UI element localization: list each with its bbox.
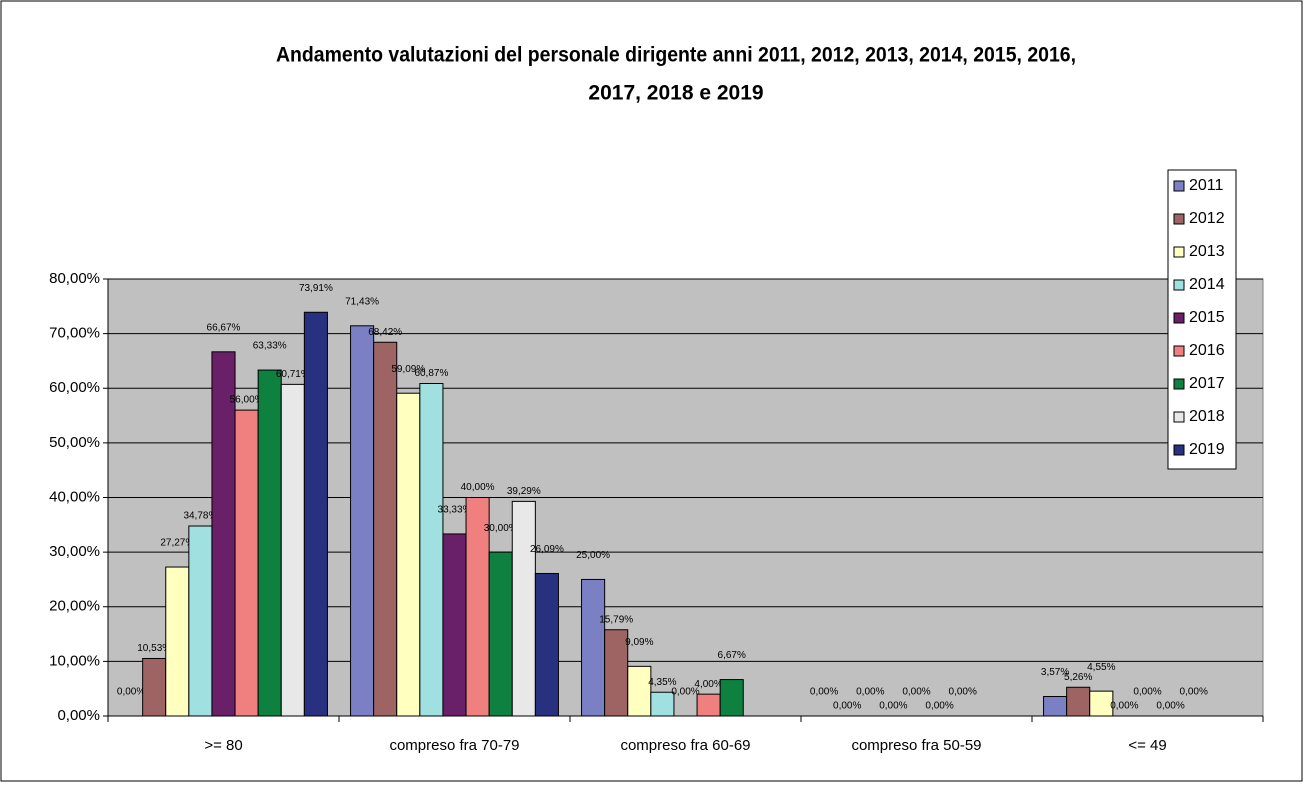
x-tick-label: >= 80	[204, 737, 242, 754]
y-tick-label: 20,00%	[49, 598, 100, 615]
bar	[442, 533, 467, 717]
data-label: 0,00%	[1156, 701, 1184, 712]
bar	[350, 325, 375, 717]
data-label: 0,00%	[1110, 701, 1138, 712]
chart-title: Andamento valutazioni del personale diri…	[276, 44, 1076, 67]
legend-label: 2017	[1189, 375, 1225, 392]
bar	[373, 341, 398, 717]
legend-label: 2018	[1189, 408, 1225, 425]
data-label: 33,33%	[438, 505, 472, 516]
bar	[1066, 686, 1091, 717]
y-tick-label: 70,00%	[49, 325, 100, 342]
data-label: 0,00%	[1180, 687, 1208, 698]
data-label: 73,91%	[299, 283, 333, 294]
bar	[234, 409, 259, 717]
chart-title: 2017, 2018 e 2019	[588, 82, 763, 105]
legend-label: 2012	[1189, 210, 1225, 227]
data-label: 56,00%	[230, 395, 264, 406]
data-label: 0,00%	[671, 687, 699, 698]
data-label: 26,09%	[530, 544, 564, 555]
data-label: 10,53%	[137, 643, 171, 654]
bar	[534, 572, 559, 717]
x-tick-label: <= 49	[1128, 737, 1166, 754]
data-label: 4,55%	[1087, 662, 1115, 673]
legend-label: 2015	[1189, 309, 1225, 326]
legend-swatch	[1173, 378, 1185, 390]
data-label: 9,09%	[625, 637, 653, 648]
x-tick-label: compreso fra 60-69	[620, 737, 750, 754]
bar	[165, 566, 190, 717]
legend-label: 2014	[1189, 276, 1225, 293]
bar	[719, 679, 744, 717]
legend-label: 2011	[1189, 177, 1224, 194]
y-tick-label: 80,00%	[49, 270, 100, 287]
data-label: 39,29%	[507, 486, 541, 497]
data-label: 63,33%	[253, 341, 287, 352]
y-tick-label: 50,00%	[49, 434, 100, 451]
bar	[419, 382, 444, 717]
data-label: 5,26%	[1064, 672, 1092, 683]
data-label: 0,00%	[879, 701, 907, 712]
legend-swatch	[1173, 312, 1185, 324]
legend-label: 2016	[1189, 342, 1225, 359]
bar	[142, 657, 167, 717]
bar	[303, 311, 328, 717]
data-label: 0,00%	[925, 701, 953, 712]
bar	[211, 351, 236, 717]
y-tick-label: 30,00%	[49, 543, 100, 560]
bar	[188, 525, 213, 717]
data-label: 27,27%	[160, 538, 194, 549]
data-label: 71,43%	[345, 296, 379, 307]
data-label: 60,87%	[414, 368, 448, 379]
data-label: 66,67%	[207, 322, 241, 333]
data-label: 0,00%	[902, 687, 930, 698]
data-label: 59,09%	[391, 364, 425, 375]
legend-label: 2013	[1189, 243, 1225, 260]
legend-swatch	[1173, 246, 1185, 258]
y-tick-label: 0,00%	[57, 707, 100, 724]
legend-swatch	[1173, 444, 1185, 456]
bar	[650, 691, 675, 717]
legend-swatch	[1173, 279, 1185, 291]
bar	[511, 500, 536, 717]
data-label: 4,00%	[694, 679, 722, 690]
x-tick-label: compreso fra 50-59	[851, 737, 981, 754]
bar	[396, 392, 421, 717]
data-label: 15,79%	[599, 614, 633, 625]
data-label: 0,00%	[833, 701, 861, 712]
data-label: 30,00%	[484, 523, 518, 534]
y-tick-label: 40,00%	[49, 488, 100, 505]
data-label: 60,71%	[276, 369, 310, 380]
bar	[1089, 690, 1114, 717]
y-tick-label: 10,00%	[49, 652, 100, 669]
legend-swatch	[1173, 411, 1185, 423]
data-label: 0,00%	[949, 687, 977, 698]
bar	[581, 578, 606, 717]
x-tick-label: compreso fra 70-79	[389, 737, 519, 754]
data-label: 3,57%	[1041, 667, 1069, 678]
legend-swatch	[1173, 345, 1185, 357]
data-label: 0,00%	[810, 687, 838, 698]
data-label: 40,00%	[461, 482, 495, 493]
legend-swatch	[1173, 213, 1185, 225]
data-label: 25,00%	[576, 550, 610, 561]
data-label: 6,67%	[718, 650, 746, 661]
bar	[280, 383, 305, 717]
legend-swatch	[1173, 180, 1185, 192]
data-label: 0,00%	[1133, 687, 1161, 698]
bar	[1043, 695, 1068, 717]
bar	[488, 551, 513, 717]
data-label: 4,35%	[648, 677, 676, 688]
bar	[627, 665, 652, 717]
bar	[257, 369, 282, 717]
bar	[696, 693, 721, 717]
data-label: 0,00%	[856, 687, 884, 698]
y-tick-label: 60,00%	[49, 379, 100, 396]
legend-label: 2019	[1189, 441, 1225, 458]
data-label: 0,00%	[117, 687, 145, 698]
data-label: 68,42%	[368, 327, 402, 338]
data-label: 34,78%	[183, 511, 217, 522]
